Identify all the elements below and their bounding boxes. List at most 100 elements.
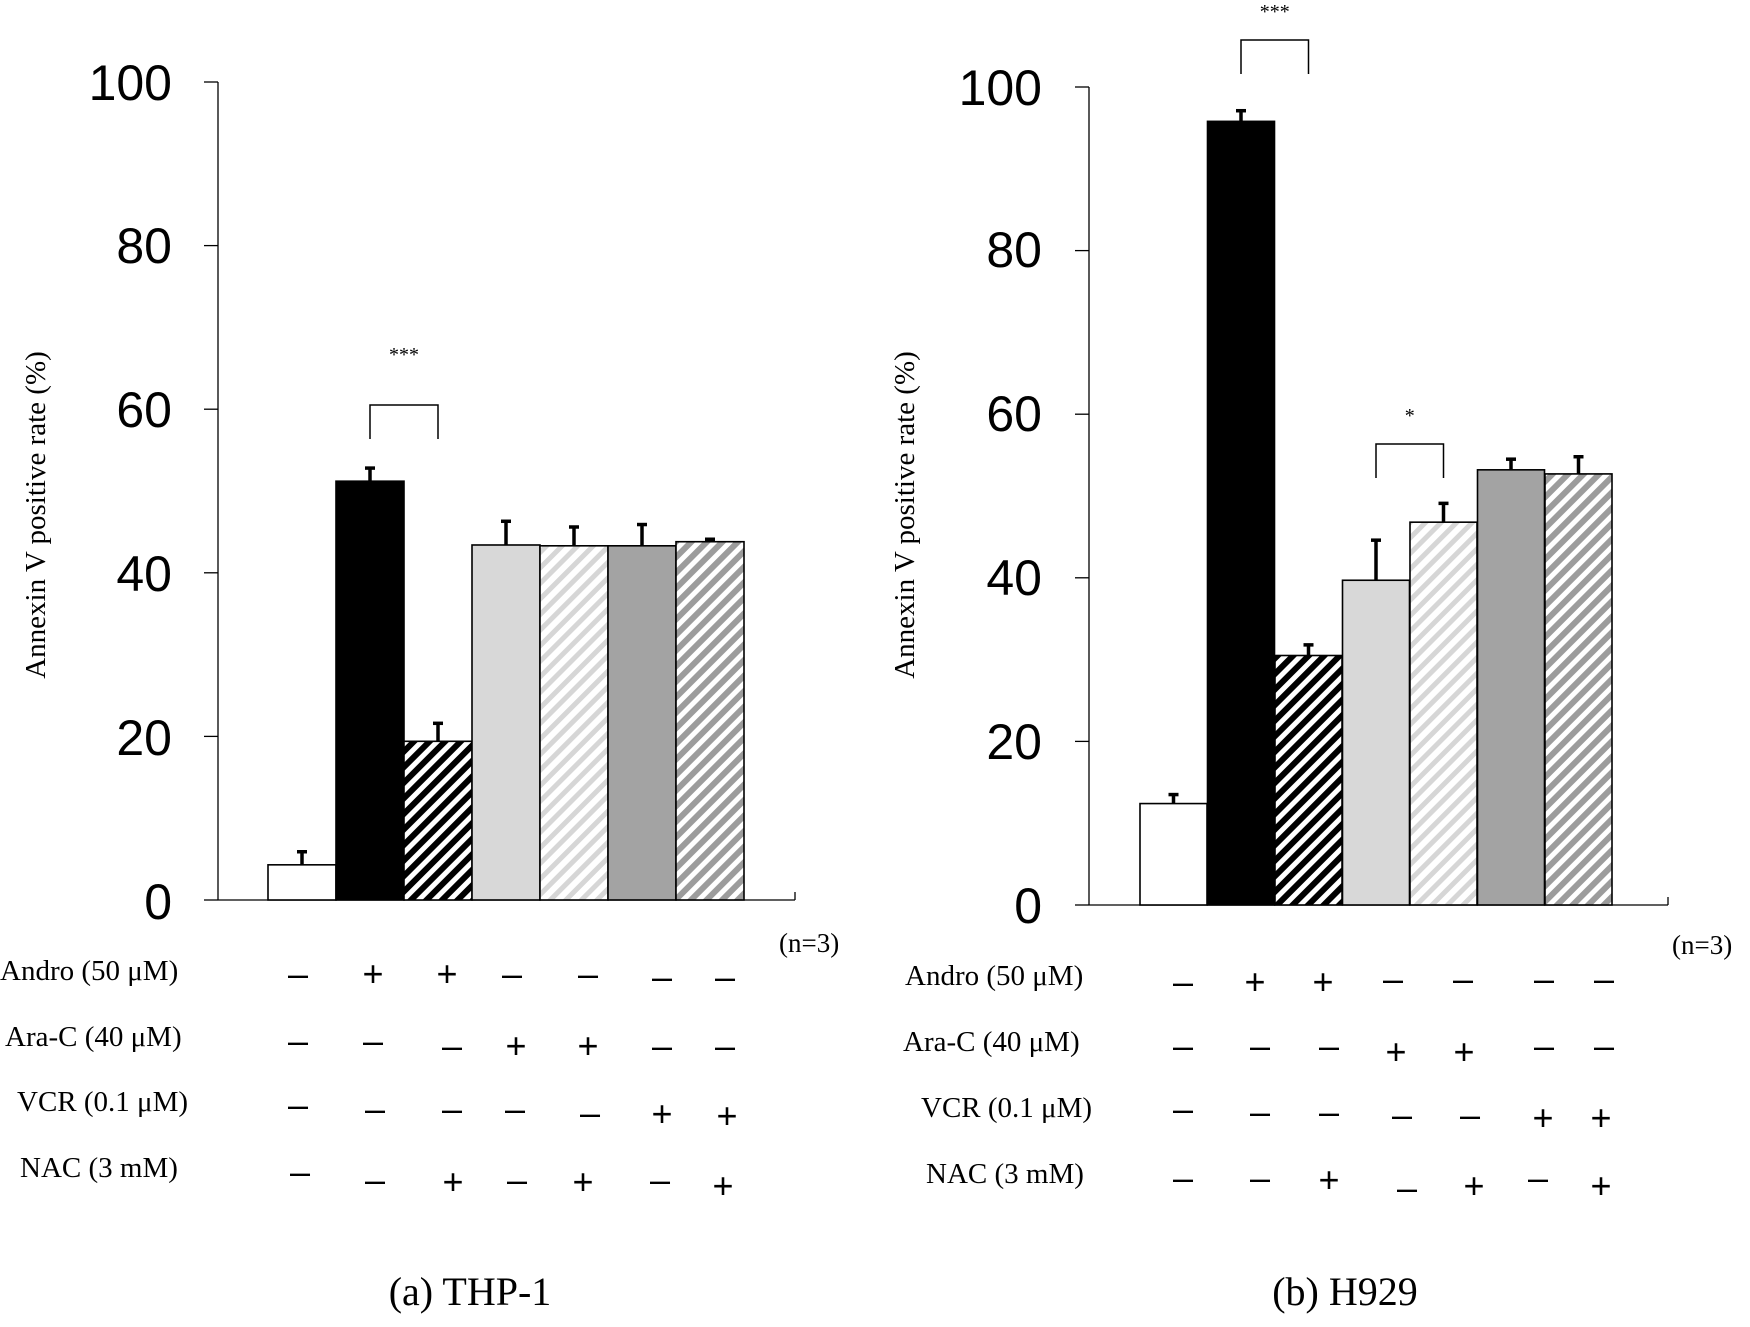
condition-mark: +	[577, 1025, 598, 1066]
y-tick-label: 20	[116, 710, 172, 766]
n-label: (n=3)	[779, 928, 839, 958]
bar	[1139, 802, 1208, 906]
condition-mark: –	[290, 1151, 310, 1192]
bar	[1206, 120, 1276, 906]
condition-mark: +	[712, 1165, 733, 1206]
row-label-arac: Ara-C (40 μM)	[5, 1021, 182, 1053]
y-axis-label: Annexin V positive rate (%)	[20, 351, 52, 679]
condition-mark: +	[362, 953, 383, 994]
bar	[403, 740, 473, 901]
row-label-nac: NAC (3 mM)	[20, 1152, 178, 1184]
y-axis-label: Annexin V positive rate (%)	[889, 351, 921, 679]
y-tick-label: 80	[116, 218, 172, 274]
condition-mark: –	[652, 956, 672, 997]
bar	[1341, 579, 1411, 906]
significance-brackets: ***	[369, 344, 439, 439]
row-label-andro: Andro (50 μM)	[905, 960, 1083, 992]
condition-mark: +	[1312, 961, 1333, 1002]
condition-mark: –	[363, 1020, 383, 1061]
panel-caption: (b) H929	[1272, 1269, 1418, 1314]
condition-mark: –	[1250, 1157, 1270, 1198]
bar	[267, 864, 337, 901]
condition-mark: –	[1173, 1157, 1193, 1198]
significance-bracket	[1240, 39, 1310, 74]
row-label-vcr: VCR (0.1 μM)	[17, 1086, 188, 1118]
condition-mark: –	[442, 1025, 462, 1066]
bar	[335, 480, 405, 901]
bar	[539, 545, 609, 901]
condition-mark: –	[1594, 958, 1614, 999]
condition-mark: –	[652, 1025, 672, 1066]
row-label-arac: Ara-C (40 μM)	[903, 1026, 1080, 1058]
condition-mark: –	[1392, 1094, 1412, 1135]
condition-mark: +	[572, 1161, 593, 1202]
y-tick-label: 60	[116, 382, 172, 438]
bar	[675, 540, 745, 901]
condition-mark: –	[1319, 1025, 1339, 1066]
condition-mark: +	[651, 1093, 672, 1134]
row-label-andro: Andro (50 μM)	[0, 955, 178, 987]
condition-mark: –	[288, 1084, 308, 1125]
condition-mark: –	[1397, 1167, 1417, 1208]
bar	[1544, 473, 1613, 906]
significance-bracket	[1375, 443, 1445, 478]
y-tick-label: 60	[986, 386, 1042, 442]
condition-mark: –	[1460, 1094, 1480, 1135]
chart-panel-a: Annexin V positive rate (%) 0 20 40 60 8…	[0, 55, 839, 1314]
bar-series	[1139, 120, 1613, 906]
significance-label: ***	[389, 344, 419, 366]
y-tick-label: 100	[959, 60, 1042, 116]
error-bars	[1168, 108, 1584, 804]
condition-mark: +	[1532, 1097, 1553, 1138]
condition-mark: –	[505, 1088, 525, 1129]
condition-mark: +	[1385, 1031, 1406, 1072]
chart-panel-b: Annexin V positive rate (%) 0 20 40 60 8…	[889, 1, 1732, 1314]
condition-mark: –	[1319, 1091, 1339, 1132]
condition-mark: +	[1590, 1165, 1611, 1206]
condition-mark: –	[442, 1088, 462, 1129]
condition-mark: –	[580, 1092, 600, 1133]
condition-mark: –	[578, 953, 598, 994]
condition-mark: –	[507, 1159, 527, 1200]
condition-mark: +	[1463, 1165, 1484, 1206]
y-tick-label: 80	[986, 222, 1042, 278]
condition-mark: –	[1173, 1088, 1193, 1129]
condition-mark: –	[1250, 1025, 1270, 1066]
condition-mark: –	[1173, 961, 1193, 1002]
condition-mark: +	[1453, 1031, 1474, 1072]
condition-mark: –	[1534, 958, 1554, 999]
n-label: (n=3)	[1672, 930, 1732, 960]
condition-mark: –	[1453, 958, 1473, 999]
y-tick-label: 0	[1014, 878, 1042, 934]
significance-label: ***	[1260, 1, 1290, 23]
bar	[1274, 654, 1343, 906]
condition-mark: –	[288, 1020, 308, 1061]
panel-caption: (a) THP-1	[389, 1269, 552, 1314]
y-tick-label: 20	[986, 714, 1042, 770]
significance-bracket	[369, 404, 439, 439]
bar	[1476, 469, 1546, 906]
condition-mark: –	[715, 956, 735, 997]
condition-mark: –	[502, 953, 522, 994]
condition-mark: –	[288, 953, 308, 994]
condition-mark: +	[1318, 1159, 1339, 1200]
bar	[607, 545, 677, 901]
y-tick-label: 40	[116, 546, 172, 602]
condition-mark: +	[716, 1095, 737, 1136]
condition-mark: +	[442, 1161, 463, 1202]
y-tick-labels: 0 20 40 60 80 100	[89, 55, 172, 930]
significance-brackets: ****	[1240, 1, 1445, 478]
condition-table: Andro (50 μM) Ara-C (40 μM) VCR (0.1 μM)…	[903, 958, 1614, 1208]
y-tick-label: 0	[144, 874, 172, 930]
bar	[471, 544, 541, 901]
y-tick-label: 100	[89, 55, 172, 111]
condition-mark: –	[1534, 1025, 1554, 1066]
condition-mark: –	[1528, 1157, 1548, 1198]
condition-mark: –	[1250, 1091, 1270, 1132]
condition-mark: +	[1590, 1097, 1611, 1138]
condition-mark: –	[1594, 1025, 1614, 1066]
condition-mark: –	[650, 1159, 670, 1200]
row-label-nac: NAC (3 mM)	[926, 1158, 1084, 1190]
condition-mark: –	[365, 1088, 385, 1129]
